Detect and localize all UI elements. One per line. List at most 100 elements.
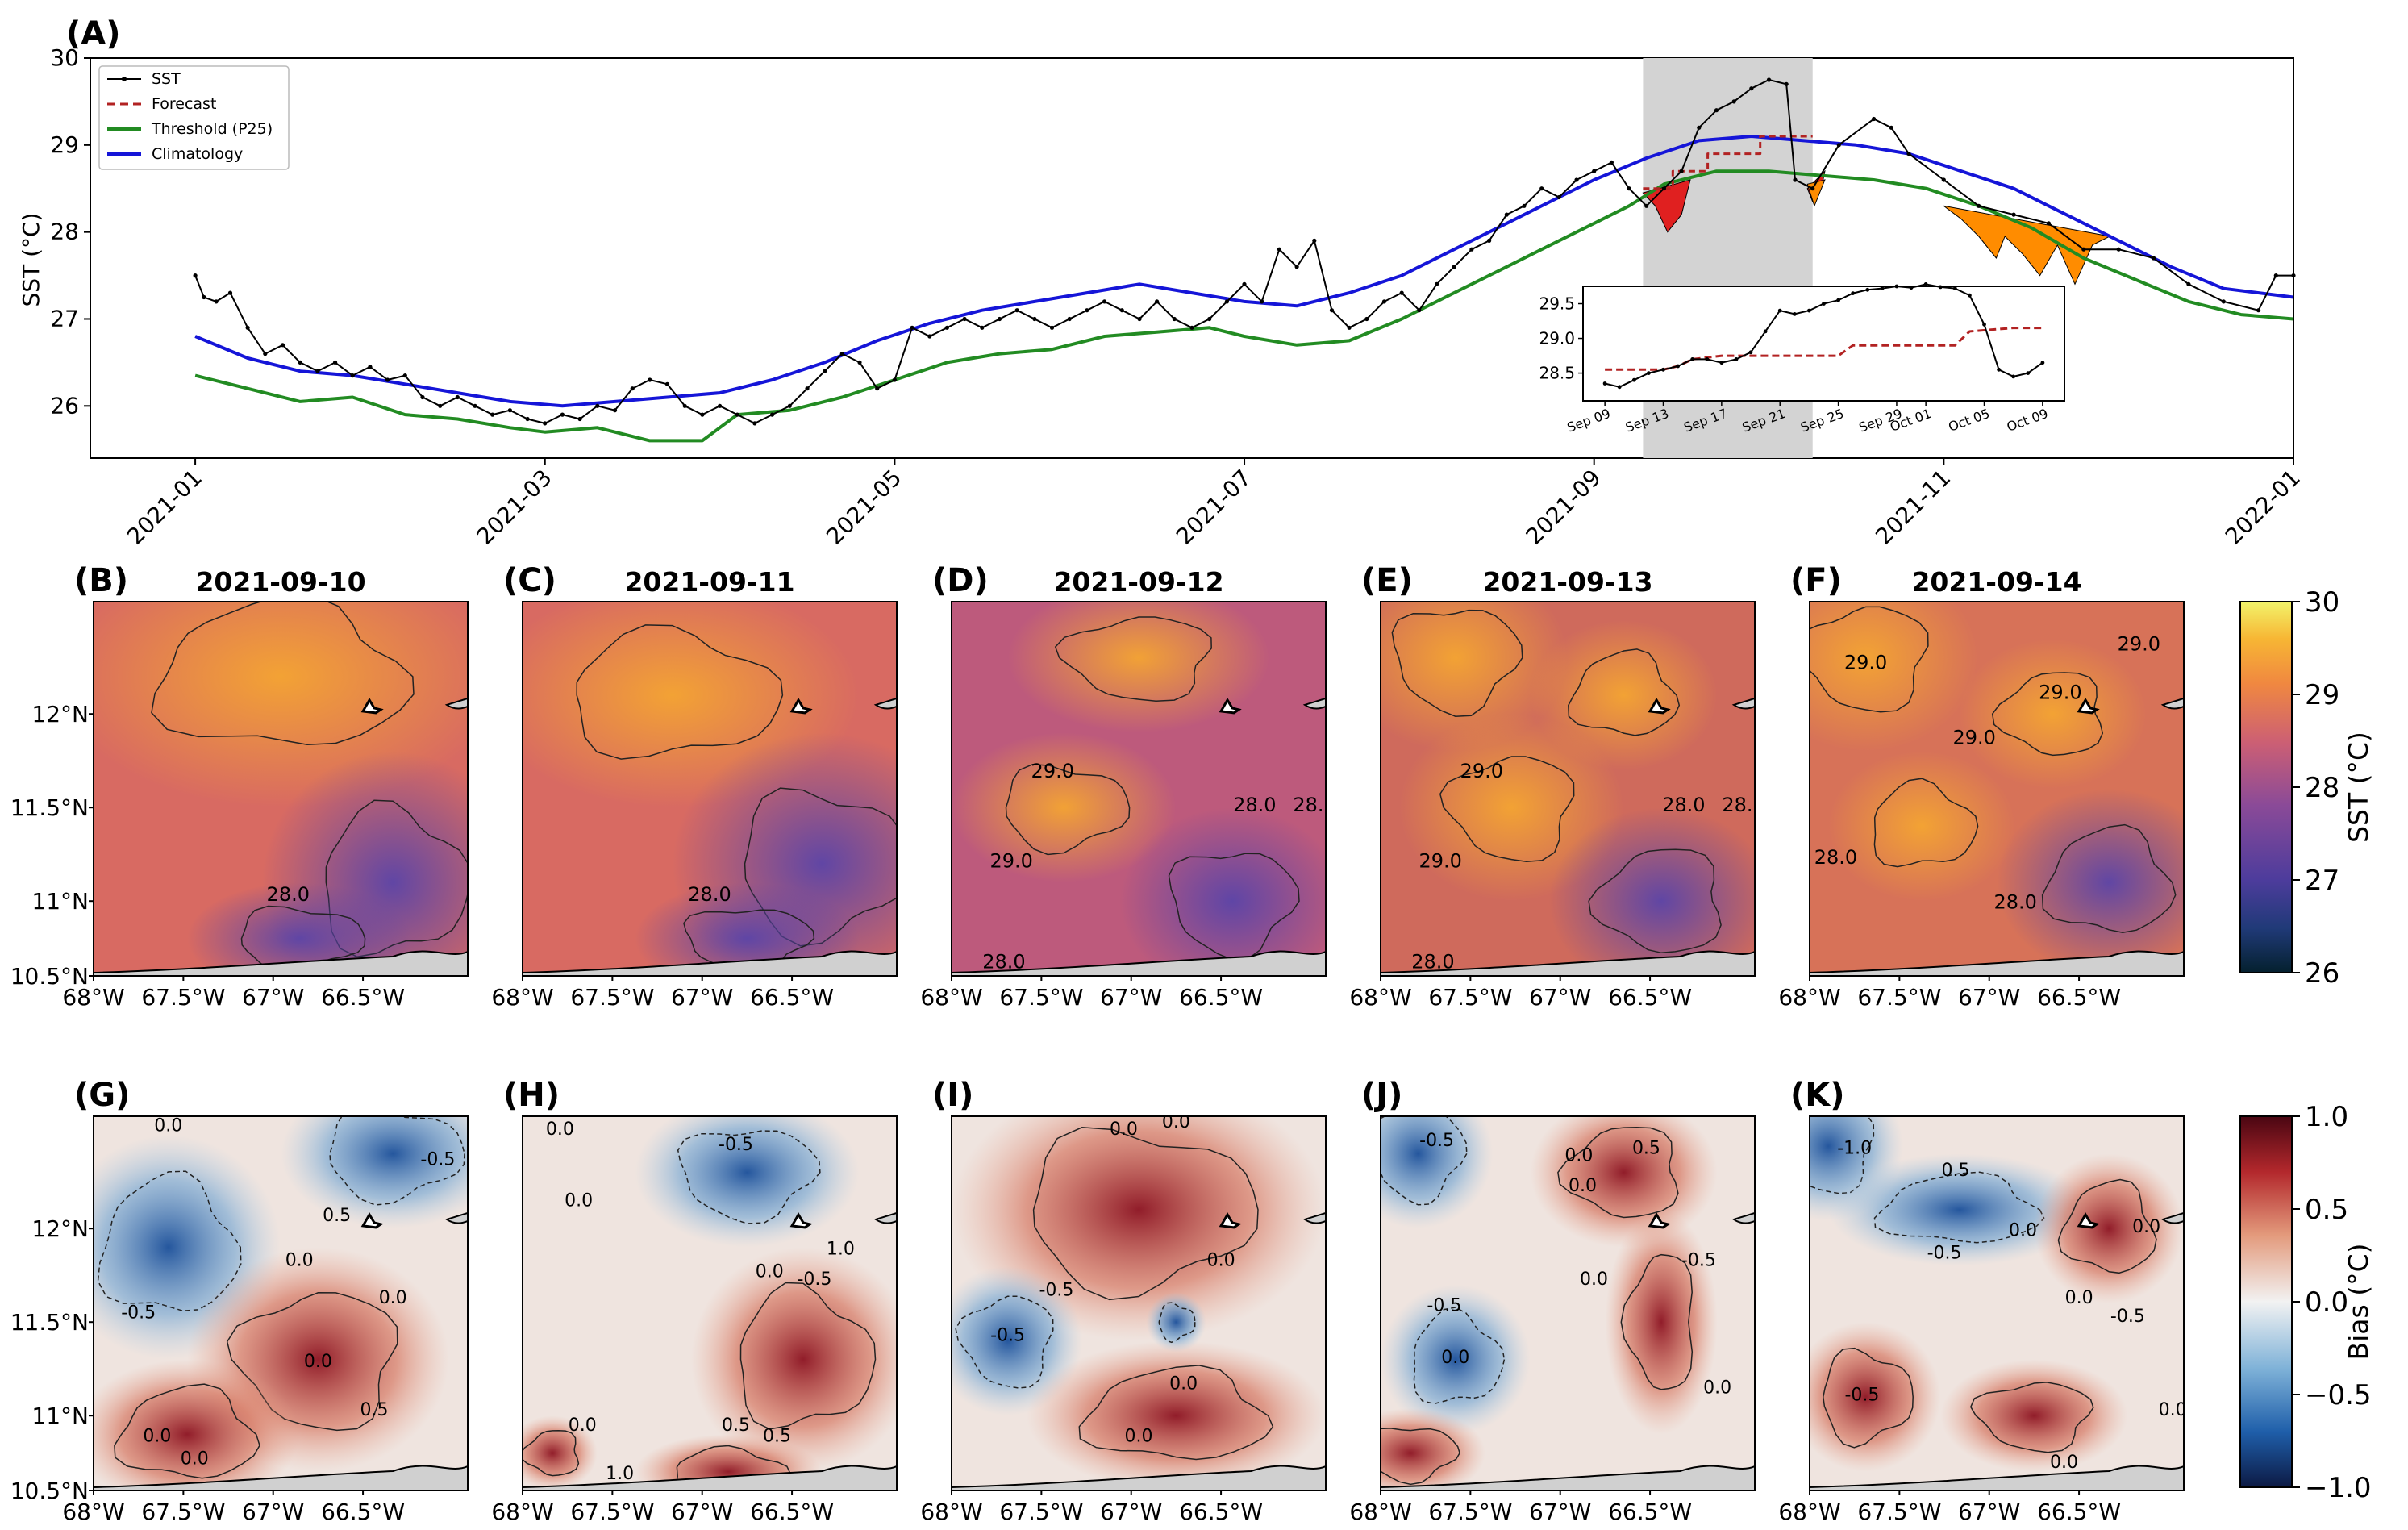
bias-contour-label: 1.0 <box>827 1240 855 1260</box>
sst-point <box>735 412 739 417</box>
sst-point <box>700 412 705 417</box>
sst-point <box>857 360 862 365</box>
sst-point <box>438 403 443 408</box>
coastline-land <box>94 1465 468 1490</box>
legend: SST Forecast Threshold (P25) Climatology <box>98 65 290 170</box>
sst-contour-line <box>1168 853 1300 961</box>
bias-contour-label: 0.0 <box>379 1288 407 1308</box>
sst-field: 29.0 29.0 28.0 28.0 28.0 <box>952 602 1326 976</box>
bias-contour-label: 0.0 <box>569 1415 597 1436</box>
bias-field: -1.0 0.5 0.0 -0.5 0.0 -0.5 0.0 -0.5 0.0 0.0 <box>1810 1116 2187 1490</box>
sst-point <box>1155 299 1160 304</box>
lon-label: 66.5°W <box>1179 984 1263 1011</box>
sst-map-frame <box>93 601 469 977</box>
sst-contour-label: 28.0 <box>1993 890 2036 913</box>
inset-sst-point <box>2040 361 2045 365</box>
island-shape <box>1219 1211 1242 1229</box>
bias-contour-label: -0.5 <box>1844 1386 1879 1406</box>
sst-point <box>1207 316 1212 322</box>
bias-colorbar-bar <box>2239 1115 2293 1488</box>
sst-contour-label: 28.0 <box>688 883 731 906</box>
sst-point <box>1906 152 1911 156</box>
bias-contour-label: 0.0 <box>1110 1119 1138 1140</box>
sst-map-frame <box>951 601 1327 977</box>
sst-colorbar: 30 29 28 27 26 SST (°C) <box>2239 586 2374 990</box>
bias-contour-label: 0.0 <box>1703 1378 1731 1398</box>
bias-contour-label: 1.0 <box>606 1464 634 1484</box>
bias-contour-line <box>1873 1171 2045 1244</box>
sst-point <box>980 325 985 330</box>
sst-field: 28.0 <box>94 602 468 976</box>
sst-point <box>507 408 513 413</box>
bias-map-frame <box>93 1115 469 1491</box>
inset-sst-point <box>1923 282 1928 286</box>
bias-map-frame <box>951 1115 1327 1491</box>
bias-contour-label: 0.0 <box>285 1251 314 1271</box>
y-tick-label: 29 <box>50 131 79 158</box>
sst-anomaly-blob <box>1530 620 1718 770</box>
colorbar-tick-label: 0.5 <box>2305 1194 2348 1226</box>
sst-field: 29.0 29.0 29.0 29.0 28.0 28.0 <box>1810 602 2184 976</box>
lon-label: 67.5°W <box>1428 984 1512 1011</box>
sst-point <box>1609 160 1614 165</box>
inset-sst-point <box>1952 286 1957 290</box>
island-shape <box>789 1211 813 1229</box>
bias-map-frame <box>1809 1115 2185 1491</box>
sst-contour-label: 28.0 <box>1233 794 1276 816</box>
bias-anomaly-blob <box>2034 1153 2184 1303</box>
sst-point <box>1224 299 1229 304</box>
sst-point <box>752 421 757 426</box>
bias-anomaly-blob <box>1810 1322 1941 1472</box>
colorbar-tick-label: 27 <box>2305 865 2339 897</box>
sst-point <box>2011 212 2016 217</box>
sst-point <box>245 325 250 330</box>
legend-marker-sst <box>122 77 127 81</box>
bias-contour-label: -1.0 <box>1837 1138 1872 1158</box>
panel-a-ylabel: SST (°C) <box>18 213 44 307</box>
lon-label: 67.5°W <box>570 1499 654 1525</box>
sst-point <box>2046 221 2051 226</box>
lon-label: 66.5°W <box>750 984 834 1011</box>
sst-point <box>1697 125 1702 130</box>
sst-point <box>1294 265 1299 269</box>
sst-colorbar-label: SST (°C) <box>2343 732 2374 843</box>
sst-point <box>1242 281 1247 286</box>
inset-sst-point <box>1647 371 1651 375</box>
y-tick-label: 30 <box>50 44 79 71</box>
sst-point <box>1522 203 1527 208</box>
sst-point <box>1679 169 1684 173</box>
sst-point <box>927 334 932 339</box>
sst-panel-letter: (B) <box>74 562 128 599</box>
sst-point <box>1766 77 1772 82</box>
sst-point <box>263 352 268 356</box>
sst-point <box>1049 325 1055 330</box>
sst-panel-letter: (C) <box>503 562 556 599</box>
sst-point <box>1277 247 1281 252</box>
bias-contour-label: 0.0 <box>2159 1400 2187 1420</box>
sst-point <box>997 316 1002 322</box>
coastline-land <box>1381 1465 1755 1490</box>
sst-point <box>1714 108 1719 113</box>
sst-colorbar-bar <box>2239 601 2293 973</box>
sst-point <box>473 403 477 408</box>
sst-anomaly-blob <box>635 882 860 976</box>
bias-anomaly-blob <box>281 1116 468 1229</box>
bias-contour-line <box>2057 1178 2157 1274</box>
sst-point <box>839 352 844 356</box>
sst-contour-label: 28.0 <box>1411 951 1454 973</box>
lon-label: 68°W <box>1349 1499 1411 1525</box>
y-tick-label: 27 <box>50 305 79 331</box>
island-edge-shape <box>873 697 897 710</box>
bias-contour-label: 0.5 <box>323 1206 351 1226</box>
sst-point <box>560 412 565 417</box>
inset-sst-point <box>1865 287 1870 292</box>
sst-point <box>2273 273 2278 278</box>
sst-point <box>1329 308 1335 313</box>
x-tick-label: 2021-03 <box>472 465 557 550</box>
bias-anomaly-blob <box>1381 1407 1485 1490</box>
sst-point <box>1085 308 1089 313</box>
lon-label: 67°W <box>242 1499 304 1525</box>
island-shape <box>2077 1211 2100 1229</box>
coastline-land <box>952 950 1326 976</box>
sst-point <box>2186 281 2191 286</box>
